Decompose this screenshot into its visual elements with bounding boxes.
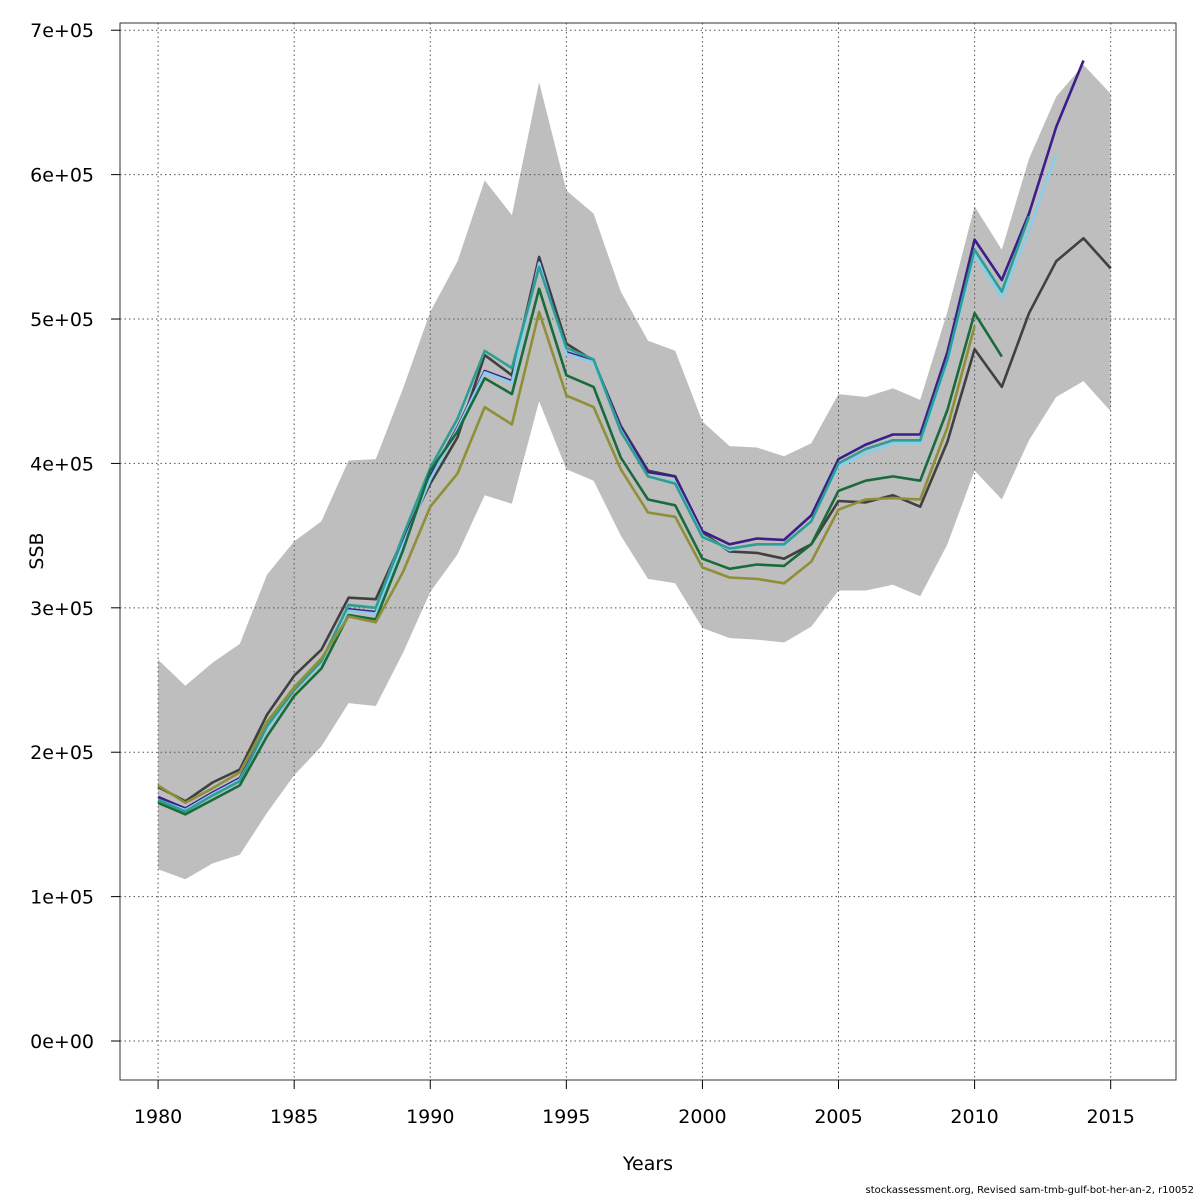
y-tick-label-6e+05: 6e+05 [30,165,94,187]
x-tick-label-2005: 2005 [814,1106,862,1128]
series-line-6 [157,310,976,805]
y-tick-label-7e+05: 7e+05 [30,20,94,42]
x-tick-label-1985: 1985 [270,1106,318,1128]
x-tick-label-1995: 1995 [542,1106,590,1128]
x-tick-label-2010: 2010 [950,1106,998,1128]
axes: 1980 1985 1990 1995 2000 2005 2010 2015 0e+00 1e+… [30,20,1177,1128]
y-tick-label-0e+00: 0e+00 [30,1031,94,1053]
x-tick-label-1980: 1980 [134,1106,182,1128]
y-tick-label-3e+05: 3e+05 [30,598,94,620]
y-tick-label-4e+05: 4e+05 [30,453,94,475]
x-tick-label-1990: 1990 [406,1106,454,1128]
confidence-band-area [158,64,1111,880]
x-tick-label-2015: 2015 [1087,1106,1135,1128]
grid [120,23,1176,1080]
confidence-band [158,64,1111,880]
x-tick-label-2000: 2000 [678,1106,726,1128]
plot-frame [119,22,1177,1081]
y-tick-label-5e+05: 5e+05 [30,309,94,331]
series-line-4 [157,216,1031,813]
y-tick-label-1e+05: 1e+05 [30,887,94,909]
x-axis-title: Years [622,1153,673,1175]
y-tick-label-2e+05: 2e+05 [30,742,94,764]
footer-credit: stockassessment.org, Revised sam-tmb-gul… [865,1185,1194,1196]
y-axis-title: SSB [26,532,48,569]
series-line-5 [157,287,1003,816]
series-lines [157,60,1112,816]
